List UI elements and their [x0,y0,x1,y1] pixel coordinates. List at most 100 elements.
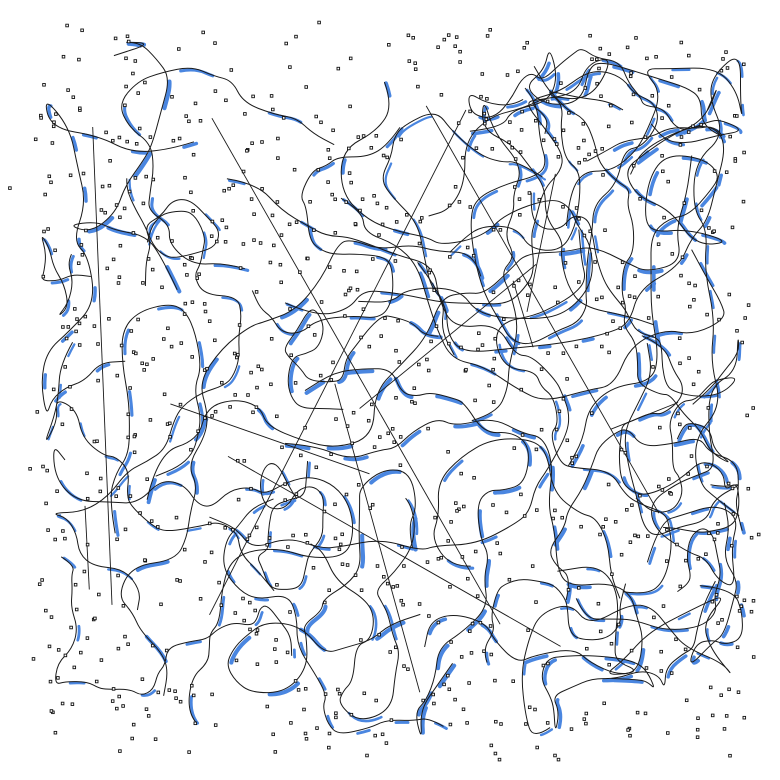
scatter-square-374 [333,197,337,202]
scatter-square-815 [116,486,121,490]
scatter-square-331 [170,95,174,99]
blue-ribbon-16 [210,178,573,553]
scatter-square-540 [593,260,597,264]
scatter-square-476 [534,118,538,123]
scatter-square-336 [306,324,311,328]
scatter-square-674 [203,309,208,314]
scatter-square-513 [735,645,740,650]
blue-ribbon-6 [434,439,624,603]
scatter-square-125 [125,34,130,39]
scatter-square-385 [660,116,664,120]
scatter-square-835 [159,602,163,607]
scatter-square-103 [220,380,224,385]
scatter-square-312 [354,269,359,274]
scatter-square-62 [294,492,299,496]
scatter-square-247 [387,43,391,47]
scatter-square-349 [143,558,147,562]
scatter-square-822 [370,402,374,407]
scatter-square-54 [66,88,70,92]
scatter-square-194 [749,609,754,614]
scatter-square-306 [123,103,127,108]
meander-line-37 [470,71,658,345]
scatter-square-880 [189,190,193,195]
scatter-square-891 [534,447,539,452]
scatter-square-710 [721,57,725,61]
scatter-square-782 [609,103,613,108]
scatter-square-61 [304,737,309,741]
scatter-square-454 [667,477,671,481]
scatter-square-617 [559,81,563,85]
scatter-square-743 [215,239,219,244]
scatter-square-496 [728,134,732,139]
scatter-square-109 [323,600,327,605]
scatter-square-105 [474,146,479,150]
scatter-square-520 [459,345,463,350]
scatter-square-73 [299,453,303,458]
scatter-square-258 [141,281,145,285]
scatter-square-118 [561,397,566,401]
scatter-square-864 [312,228,316,232]
scatter-square-47 [334,711,338,715]
scatter-square-484 [314,114,318,119]
scatter-square-227 [344,492,349,497]
scatter-square-647 [577,217,581,221]
scatter-square-547 [528,282,532,287]
scatter-square-625 [526,293,530,297]
scatter-square-223 [516,69,520,74]
scatter-square-703 [394,220,399,224]
scatter-square-803 [121,704,125,708]
scatter-square-333 [556,155,561,159]
scatter-square-221 [682,201,687,205]
scatter-square-231 [526,628,530,632]
scatter-square-311 [145,362,149,367]
scatter-square-837 [557,409,562,414]
scatter-square-50 [567,111,571,115]
scatter-square-447 [545,721,550,725]
scatter-square-690 [63,536,67,541]
scatter-square-37 [174,696,178,700]
scatter-square-858 [174,515,179,520]
scatter-square-27 [417,362,421,367]
scatter-square-49 [40,578,44,582]
scatter-square-840 [217,580,221,585]
scatter-square-456 [712,169,717,173]
straight-line-0 [211,117,501,625]
scatter-square-592 [439,555,444,560]
meander-line-30 [484,579,627,663]
scatter-square-732 [81,171,86,176]
scatter-square-634 [344,200,348,204]
scatter-square-328 [427,614,431,618]
scatter-square-237 [482,111,487,116]
scatter-square-549 [446,33,451,37]
scatter-square-43 [519,128,524,132]
scatter-square-269 [691,124,695,128]
meander-line-10 [310,497,415,720]
scatter-square-301 [695,727,700,732]
scatter-square-453 [49,180,53,185]
scatter-square-847 [337,691,342,696]
scatter-square-85 [76,261,81,265]
scatter-square-662 [68,385,72,389]
scatter-square-588 [189,447,193,452]
dot-layer [8,20,761,762]
scatter-square-603 [522,46,527,50]
scatter-square-582 [561,351,566,355]
scatter-square-566 [60,701,65,706]
scatter-square-358 [381,153,386,158]
scatter-square-217 [420,216,424,220]
scatter-square-827 [590,411,594,415]
scatter-square-357 [150,267,155,272]
scatter-square-157 [497,757,502,762]
scatter-square-644 [205,366,209,371]
scatter-square-69 [116,573,120,578]
scatter-square-651 [349,180,353,185]
line-layer [41,41,743,735]
scatter-square-787 [476,347,480,352]
scatter-square-284 [45,468,49,473]
scatter-square-736 [626,728,630,732]
scatter-square-267 [669,671,674,675]
scatter-square-548 [140,677,145,681]
scatter-square-386 [493,336,497,341]
scatter-square-450 [340,532,344,537]
